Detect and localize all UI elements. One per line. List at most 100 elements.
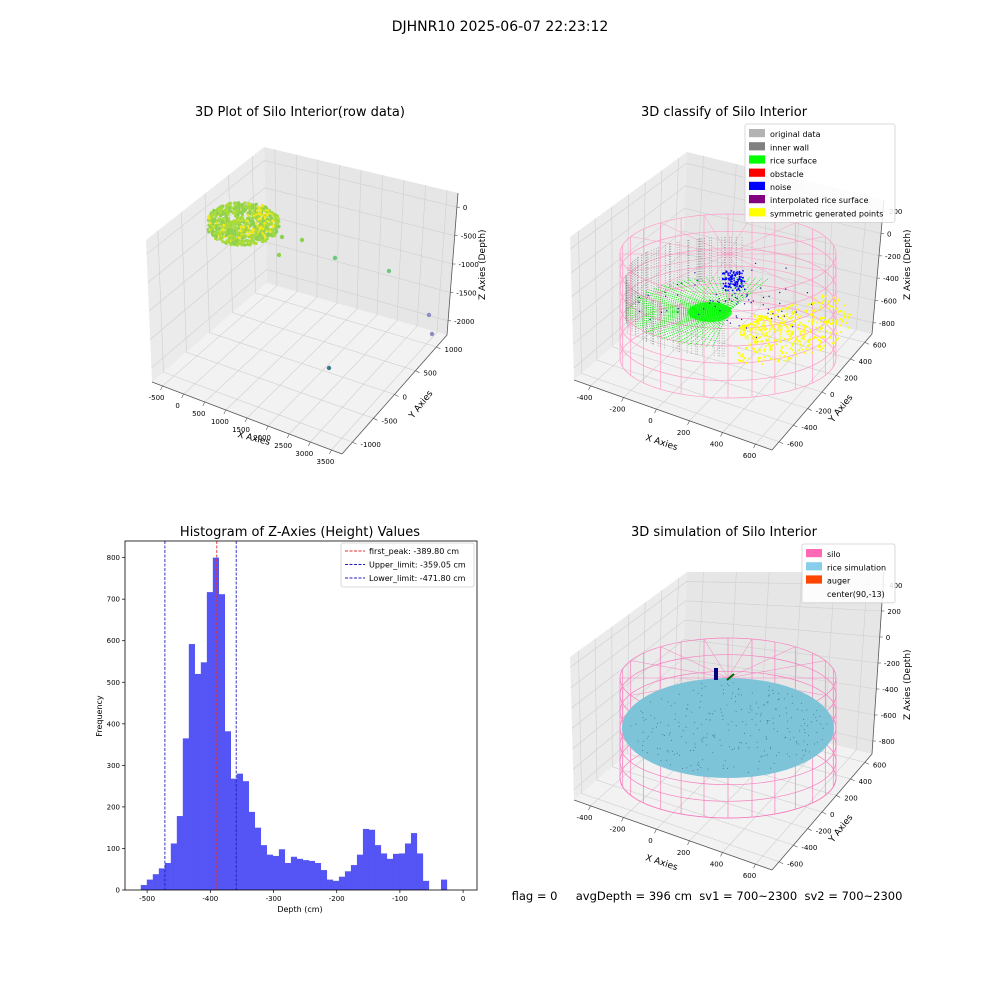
- rice-simulation-point: [680, 736, 682, 738]
- legend-label: symmetric generated points: [770, 209, 883, 218]
- raw-3d-plot: 3D Plot of Silo Interior(row data) -500 0…: [146, 105, 488, 466]
- raw-cloud-point: [253, 241, 257, 245]
- noise-point: [712, 300, 714, 302]
- rice-simulation-point: [778, 692, 779, 694]
- symmetric-point: [803, 338, 805, 341]
- silo-spoke: [727, 253, 796, 286]
- symmetric-point: [802, 335, 805, 338]
- silo-spoke: [660, 222, 729, 255]
- y-tick: [793, 844, 798, 848]
- raw-cloud-point: [233, 240, 237, 245]
- noise-point: [709, 299, 711, 302]
- histogram-x-tick-label: -400: [202, 895, 218, 903]
- rice-simulation-point: [650, 714, 652, 716]
- raw-cloud-point: [269, 216, 274, 220]
- rice-simulation-point: [763, 704, 765, 706]
- symmetric-point: [751, 323, 754, 326]
- symmetric-point: [809, 343, 811, 346]
- symmetric-point: [739, 354, 741, 357]
- raw-cloud-point: [237, 205, 241, 210]
- x-tick-label: 3000: [295, 450, 313, 458]
- floor-pane: [574, 287, 872, 450]
- symmetric-point: [762, 359, 765, 361]
- rice-simulation-point: [642, 749, 644, 751]
- rice-simulation-point: [660, 698, 662, 700]
- symmetric-point: [819, 328, 822, 331]
- symmetric-point: [847, 326, 850, 329]
- y-tick: [864, 342, 869, 345]
- y-tick: [821, 811, 827, 815]
- raw-x-axis-label: X Axies: [236, 430, 271, 448]
- silo-spoke: [630, 660, 729, 679]
- histogram-x-tick-label: -100: [392, 895, 408, 903]
- y-tick-label: 600: [873, 341, 886, 349]
- raw-cloud-point: [244, 234, 248, 238]
- x-tick-label: 2000: [253, 434, 271, 442]
- symmetric-point: [759, 319, 762, 322]
- noise-point: [730, 270, 733, 272]
- raw-cloud-point: [265, 229, 268, 233]
- symmetric-point: [777, 316, 779, 319]
- z-gridline: [572, 252, 876, 345]
- y-gridline: [657, 170, 851, 360]
- rice-simulation-point: [642, 717, 644, 719]
- raw-cloud-point: [252, 233, 256, 237]
- symmetric-point: [815, 336, 818, 339]
- noise-point: [731, 278, 733, 280]
- raw-cloud-point: [221, 240, 225, 244]
- rice-simulation-point: [674, 702, 676, 704]
- rice-simulation-point: [749, 705, 751, 707]
- rice-simulation-point: [772, 717, 774, 719]
- legend-label: inner wall: [770, 143, 809, 152]
- rice-simulation-point: [806, 725, 808, 727]
- rice-simulation-point: [635, 723, 637, 725]
- rice-simulation-point: [712, 713, 714, 715]
- rice-simulation-point: [759, 720, 761, 722]
- symmetric-point: [740, 333, 742, 336]
- legend-frame: [801, 543, 896, 604]
- rice-simulation-point: [766, 754, 768, 756]
- raw-cloud-point: [261, 239, 265, 243]
- symmetric-point: [739, 331, 742, 334]
- rice-simulation-point: [709, 713, 711, 715]
- symmetric-point: [770, 324, 773, 326]
- symmetric-point: [756, 324, 759, 327]
- histogram-bar: [194, 673, 201, 890]
- legend-swatch: [749, 129, 765, 138]
- z-tick-label: 0: [887, 231, 891, 239]
- rice-simulation-point: [822, 727, 824, 729]
- raw-cloud-point: [211, 233, 215, 237]
- x-tick-label: 1500: [232, 426, 250, 434]
- symmetric-point: [778, 358, 780, 361]
- raw-cloud-point: [214, 235, 218, 239]
- x-gridline: [204, 159, 319, 403]
- raw-cloud-point: [264, 209, 268, 212]
- y-tick-label: 200: [844, 794, 857, 802]
- x-tick-label: 200: [677, 429, 690, 437]
- rice-simulation-point: [705, 718, 707, 720]
- symmetric-point: [781, 318, 784, 321]
- rice-simulation-point: [654, 717, 656, 719]
- rice-simulation-point: [666, 759, 668, 761]
- symmetric-point: [832, 296, 835, 299]
- noise-point: [738, 277, 741, 280]
- rice-simulation-point: [646, 738, 648, 740]
- noise-point: [736, 284, 738, 286]
- rice-simulation-point: [687, 704, 689, 706]
- rice-simulation-point: [802, 749, 804, 751]
- x-tick-label: -500: [149, 394, 165, 402]
- z-gridline: [571, 639, 879, 729]
- raw-cloud-point: [227, 232, 231, 236]
- symmetric-point: [791, 330, 793, 333]
- symmetric-point: [781, 308, 783, 310]
- rice-simulation-point: [733, 748, 735, 750]
- raw-cloud-point: [217, 207, 221, 211]
- noise-point: [795, 311, 797, 313]
- y-tick: [821, 391, 827, 395]
- histogram-bar: [242, 781, 250, 890]
- symmetric-point: [758, 348, 761, 351]
- y-tick: [850, 358, 855, 362]
- noise-point: [731, 275, 734, 277]
- raw-outlier-point: [279, 234, 285, 240]
- rice-simulation-point: [745, 742, 747, 744]
